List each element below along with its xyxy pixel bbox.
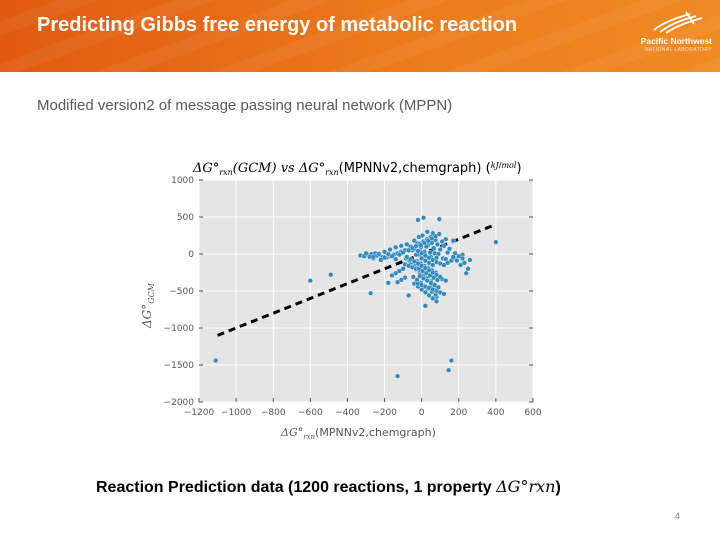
data-point bbox=[415, 217, 421, 223]
data-point bbox=[328, 272, 334, 278]
data-point bbox=[454, 258, 460, 264]
data-point bbox=[394, 279, 401, 285]
data-point bbox=[434, 241, 441, 247]
data-point bbox=[433, 298, 440, 304]
y-tick-label: 0 bbox=[188, 250, 194, 260]
data-point bbox=[450, 238, 456, 244]
y-tick-label: −1000 bbox=[164, 324, 195, 334]
x-tick-label: −800 bbox=[261, 408, 286, 418]
logo-mark-icon bbox=[653, 11, 703, 34]
data-point bbox=[394, 373, 401, 379]
x-tick-label: −1000 bbox=[221, 408, 252, 418]
data-point bbox=[400, 249, 406, 256]
data-point bbox=[437, 274, 443, 280]
data-point bbox=[493, 239, 499, 245]
data-point bbox=[387, 246, 393, 253]
caption-symbol: ΔG°rxn bbox=[496, 477, 556, 496]
data-point bbox=[437, 246, 443, 253]
logo-name: Pacific Northwest bbox=[640, 36, 712, 46]
trend-line bbox=[216, 224, 493, 337]
data-point bbox=[406, 292, 412, 299]
x-axis-label: ΔG°rxn(MPNNv2,chemgraph) bbox=[280, 426, 436, 441]
slide-caption: Reaction Prediction data (1200 reactions… bbox=[96, 477, 561, 497]
data-point bbox=[445, 367, 452, 373]
data-point bbox=[448, 357, 454, 364]
x-tick-label: 200 bbox=[450, 408, 467, 418]
data-point bbox=[370, 254, 377, 260]
axis-ticks: −1200 −1000 −800 −600 −400 −200 0 200 400 600−200… bbox=[164, 176, 542, 418]
y-tick-label: 1000 bbox=[171, 176, 194, 186]
data-point bbox=[436, 231, 442, 237]
slide-header: Predicting Gibbs free energy of metaboli… bbox=[0, 0, 720, 72]
data-point bbox=[376, 251, 382, 257]
data-point bbox=[450, 254, 456, 260]
chart-title: ΔG°rxn(GCM) vs ΔG°rxn(MPNNv2,chemgraph) … bbox=[192, 161, 522, 177]
y-tick-label: −2000 bbox=[164, 398, 195, 408]
slide-subtitle: Modified version2 of message passing neu… bbox=[37, 97, 453, 114]
y-tick-label: −1500 bbox=[164, 361, 195, 371]
header-stripes bbox=[0, 0, 720, 72]
x-tick-label: 0 bbox=[419, 408, 425, 418]
data-point bbox=[422, 289, 428, 296]
page-number: 4 bbox=[675, 511, 681, 521]
data-point bbox=[385, 280, 391, 286]
x-tick-label: −400 bbox=[335, 408, 360, 418]
data-point bbox=[459, 255, 466, 262]
x-tick-label: −200 bbox=[372, 408, 397, 418]
data-point bbox=[307, 278, 313, 284]
x-tick-label: −1200 bbox=[184, 408, 215, 418]
data-point bbox=[443, 278, 449, 284]
data-point bbox=[213, 357, 219, 364]
data-point bbox=[389, 253, 395, 259]
scatter-chart: −1200 −1000 −800 −600 −400 −200 0 200 400 600−200… bbox=[140, 161, 542, 441]
data-point bbox=[426, 292, 432, 299]
data-points bbox=[213, 215, 499, 379]
data-point bbox=[424, 229, 430, 235]
y-axis-label: ΔG°GCM bbox=[140, 282, 156, 329]
data-point bbox=[410, 274, 416, 280]
data-point bbox=[465, 266, 471, 272]
data-point bbox=[441, 291, 447, 297]
data-point bbox=[430, 262, 436, 268]
y-tick-label: −500 bbox=[169, 287, 194, 297]
caption-close: ) bbox=[555, 479, 561, 496]
data-point bbox=[467, 257, 473, 263]
data-point bbox=[445, 249, 451, 256]
logo-subtitle: NATIONAL LABORATORY bbox=[644, 47, 712, 53]
data-point bbox=[393, 244, 399, 250]
data-point bbox=[393, 256, 399, 262]
x-tick-label: −600 bbox=[298, 408, 323, 418]
data-point bbox=[381, 249, 388, 255]
data-point bbox=[439, 238, 445, 245]
y-tick-label: 500 bbox=[177, 213, 194, 223]
data-point bbox=[436, 216, 442, 222]
slide-title: Predicting Gibbs free energy of metaboli… bbox=[37, 14, 518, 36]
x-tick-label: 400 bbox=[487, 408, 504, 418]
data-point bbox=[420, 215, 427, 221]
data-point bbox=[389, 272, 395, 279]
data-point bbox=[381, 255, 388, 261]
x-tick-label: 600 bbox=[524, 408, 541, 418]
data-point bbox=[427, 249, 433, 256]
data-point bbox=[368, 290, 374, 296]
data-point bbox=[458, 262, 464, 268]
pnnl-logo: Pacific Northwest NATIONAL LABORATORY bbox=[604, 8, 714, 66]
data-point bbox=[419, 232, 426, 239]
data-point bbox=[422, 303, 428, 309]
data-point bbox=[363, 250, 369, 256]
data-point bbox=[431, 245, 437, 251]
caption-text: Reaction Prediction data (1200 reactions… bbox=[96, 479, 497, 496]
data-point bbox=[398, 243, 404, 249]
data-point bbox=[435, 284, 441, 290]
data-point bbox=[441, 243, 447, 249]
data-point bbox=[430, 295, 436, 302]
data-point bbox=[463, 270, 469, 276]
